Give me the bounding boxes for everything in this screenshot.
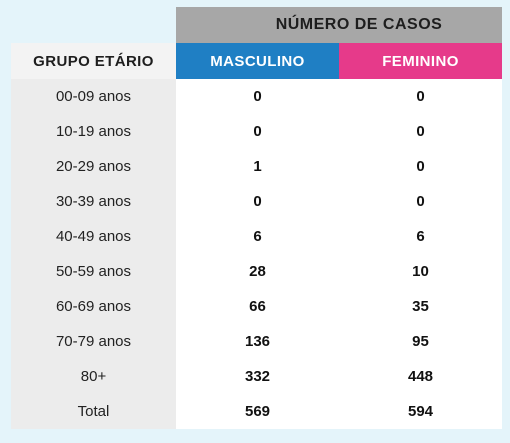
table-row: 10-19 anos 0 0 (11, 114, 502, 149)
female-count-cell: 0 (339, 114, 502, 149)
cases-table: NÚMERO DE CASOS GRUPO ETÁRIO MASCULINO F… (11, 7, 502, 429)
age-group-column-header: GRUPO ETÁRIO (11, 43, 176, 79)
table-row: 40-49 anos 6 6 (11, 219, 502, 254)
age-group-cell: 40-49 anos (11, 219, 176, 254)
female-count-cell: 10 (339, 254, 502, 289)
age-group-cell: 10-19 anos (11, 114, 176, 149)
female-count-cell: 448 (339, 359, 502, 394)
table-row: 70-79 anos 136 95 (11, 324, 502, 359)
male-count-cell: 1 (176, 149, 339, 184)
male-total-cell: 569 (176, 394, 339, 429)
table-row: 60-69 anos 66 35 (11, 289, 502, 324)
female-count-cell: 0 (339, 79, 502, 114)
male-count-cell: 6 (176, 219, 339, 254)
age-group-cell: 60-69 anos (11, 289, 176, 324)
male-column-header: MASCULINO (176, 43, 339, 79)
female-column-header: FEMININO (339, 43, 502, 79)
female-count-cell: 0 (339, 149, 502, 184)
female-total-cell: 594 (339, 394, 502, 429)
table-row: 50-59 anos 28 10 (11, 254, 502, 289)
table-row: 80+ 332 448 (11, 359, 502, 394)
table-corner (11, 7, 176, 43)
cases-count-header: NÚMERO DE CASOS (176, 7, 502, 43)
male-count-cell: 28 (176, 254, 339, 289)
female-count-cell: 6 (339, 219, 502, 254)
table-body: 00-09 anos 0 0 10-19 anos 0 0 20-29 anos… (11, 79, 502, 429)
male-count-cell: 136 (176, 324, 339, 359)
male-count-cell: 0 (176, 184, 339, 219)
female-count-cell: 95 (339, 324, 502, 359)
female-count-cell: 35 (339, 289, 502, 324)
age-group-cell: 30-39 anos (11, 184, 176, 219)
male-count-cell: 332 (176, 359, 339, 394)
total-row: Total 569 594 (11, 394, 502, 429)
age-group-cell: 80+ (11, 359, 176, 394)
age-group-cell: 50-59 anos (11, 254, 176, 289)
total-label-cell: Total (11, 394, 176, 429)
age-group-cell: 20-29 anos (11, 149, 176, 184)
table-row: 00-09 anos 0 0 (11, 79, 502, 114)
age-group-cell: 70-79 anos (11, 324, 176, 359)
male-count-cell: 0 (176, 114, 339, 149)
table-row: 20-29 anos 1 0 (11, 149, 502, 184)
age-group-cell: 00-09 anos (11, 79, 176, 114)
male-count-cell: 0 (176, 79, 339, 114)
female-count-cell: 0 (339, 184, 502, 219)
table-row: 30-39 anos 0 0 (11, 184, 502, 219)
male-count-cell: 66 (176, 289, 339, 324)
